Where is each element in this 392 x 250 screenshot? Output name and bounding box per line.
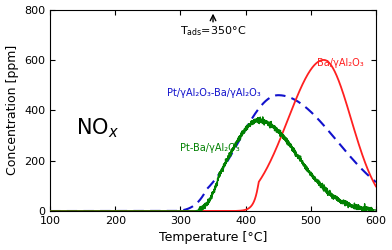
Text: Pt-Ba/γAl₂O₃: Pt-Ba/γAl₂O₃ xyxy=(180,142,240,152)
Text: T$_{\mathsf{ads}}$=350°C: T$_{\mathsf{ads}}$=350°C xyxy=(180,24,247,38)
Text: NO$_x$: NO$_x$ xyxy=(76,116,119,140)
Text: Ba/γAl₂O₃: Ba/γAl₂O₃ xyxy=(317,58,364,68)
Text: Pt/γAl₂O₃-Ba/γAl₂O₃: Pt/γAl₂O₃-Ba/γAl₂O₃ xyxy=(167,88,261,98)
X-axis label: Temperature [°C]: Temperature [°C] xyxy=(159,232,267,244)
Y-axis label: Concentration [ppm]: Concentration [ppm] xyxy=(5,45,18,175)
